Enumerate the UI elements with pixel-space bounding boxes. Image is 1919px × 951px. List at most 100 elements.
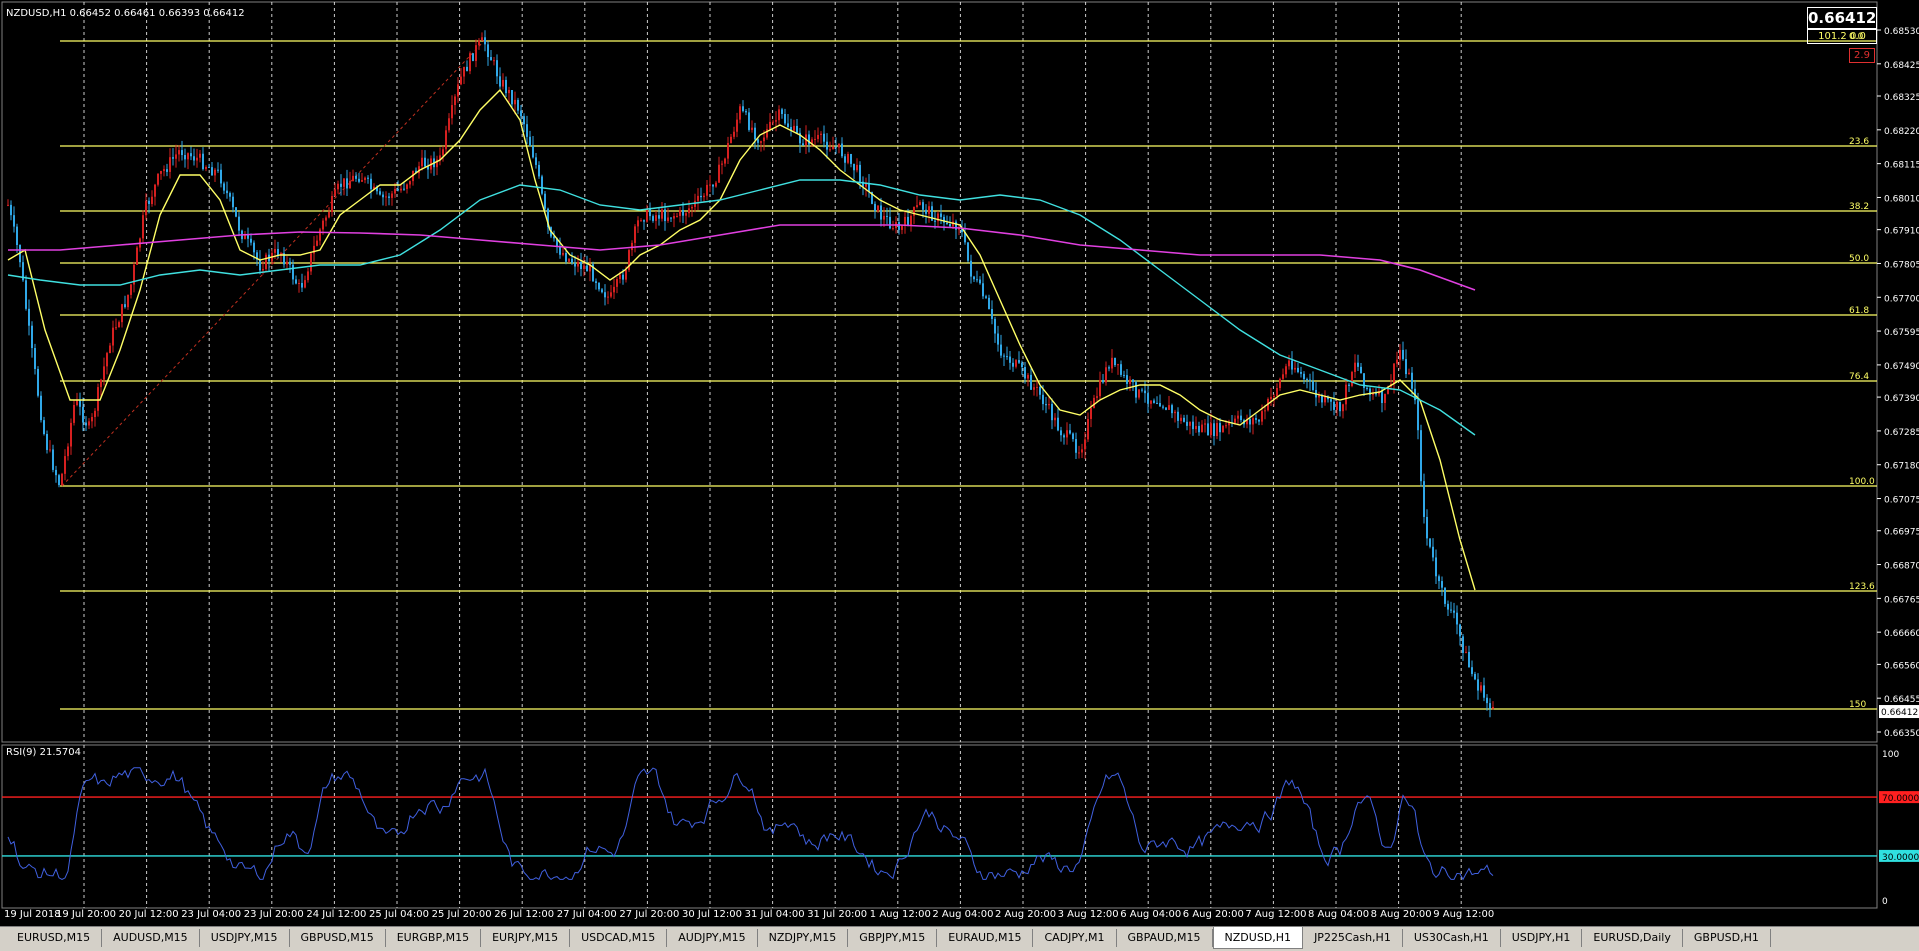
- candle-body: [526, 124, 528, 137]
- tab-usdcad-m15[interactable]: USDCAD,M15: [570, 929, 668, 947]
- candle-body: [736, 119, 738, 132]
- candle-body: [187, 153, 189, 160]
- tab-gbpusd-m15[interactable]: GBPUSD,M15: [290, 929, 386, 947]
- tab-gbpaud-m15[interactable]: GBPAUD,M15: [1117, 929, 1213, 947]
- candle-body: [598, 283, 600, 290]
- candle-body: [568, 258, 570, 262]
- candle-body: [1138, 389, 1140, 398]
- candle-body: [178, 150, 180, 155]
- candle-body: [1291, 360, 1293, 370]
- candle-body: [490, 57, 492, 61]
- candle-body: [112, 327, 114, 346]
- fib-level-label: 61.8: [1849, 306, 1869, 316]
- candle-body: [223, 183, 225, 191]
- candle-body: [967, 242, 969, 261]
- candle-body: [1210, 423, 1212, 436]
- candle-body: [247, 234, 249, 239]
- candle-body: [157, 173, 159, 185]
- candle-body: [547, 208, 549, 228]
- candle-body: [52, 449, 54, 470]
- candle-body: [76, 400, 78, 406]
- candle-body: [1183, 417, 1185, 422]
- candle-body: [163, 169, 165, 172]
- tab-us30cash-h1[interactable]: US30Cash,H1: [1403, 929, 1501, 947]
- tab-eurgbp-m15[interactable]: EURGBP,M15: [386, 929, 482, 947]
- tab-gbpusd-h1[interactable]: GBPUSD,H1: [1683, 929, 1771, 947]
- candle-body: [790, 127, 792, 131]
- candle-body: [457, 84, 459, 97]
- candle-body: [229, 193, 231, 197]
- candle-body: [82, 406, 84, 423]
- tab-cadjpy-m1[interactable]: CADJPY,M1: [1033, 929, 1117, 947]
- candle-body: [1099, 379, 1101, 397]
- candle-body: [1456, 612, 1458, 625]
- tab-euraud-m15[interactable]: EURAUD,M15: [937, 929, 1034, 947]
- candle-body: [1255, 418, 1257, 420]
- candle-body: [811, 139, 813, 145]
- candle-body: [1060, 430, 1062, 436]
- time-axis-label: 31 Jul 04:00: [745, 909, 805, 920]
- tab-eurusd-m15[interactable]: EURUSD,M15: [6, 929, 103, 947]
- candle-body: [118, 322, 120, 328]
- time-axis-label: 24 Jul 12:00: [306, 909, 366, 920]
- candle-body: [265, 254, 267, 269]
- candle-body: [1072, 433, 1074, 440]
- candle-body: [1114, 357, 1116, 366]
- candle-body: [1057, 417, 1059, 431]
- price-axis-label: 0.67700: [1884, 294, 1919, 304]
- candle-body: [1135, 382, 1137, 398]
- candle-body: [1345, 384, 1347, 405]
- price-axis-label: 0.67180: [1884, 462, 1919, 472]
- candle-body: [838, 143, 840, 148]
- time-axis-label: 3 Aug 12:00: [1058, 909, 1119, 920]
- candle-body: [730, 136, 732, 144]
- candle-body: [613, 286, 615, 293]
- tab-jp225cash-h1[interactable]: JP225Cash,H1: [1303, 929, 1403, 947]
- tab-usdjpy-h1[interactable]: USDJPY,H1: [1501, 929, 1583, 947]
- tab-gbpjpy-m15[interactable]: GBPJPY,M15: [848, 929, 938, 947]
- fib-level-label: 123.6: [1849, 582, 1875, 592]
- candle-body: [439, 155, 441, 160]
- candle-body: [1324, 396, 1326, 403]
- candle-body: [541, 176, 543, 194]
- tab-audjpy-m15[interactable]: AUDJPY,M15: [667, 929, 758, 947]
- candle-body: [1039, 386, 1041, 395]
- candle-body: [712, 184, 714, 187]
- candle-body: [1174, 411, 1176, 414]
- candle-body: [739, 106, 741, 120]
- candle-body: [1438, 576, 1440, 582]
- price-axis-label: 0.67285: [1884, 428, 1919, 438]
- tab-eurjpy-m15[interactable]: EURJPY,M15: [481, 929, 571, 947]
- tab-nzdjpy-m15[interactable]: NZDJPY,M15: [758, 929, 849, 947]
- candle-body: [847, 153, 849, 163]
- tab-usdjpy-m15[interactable]: USDJPY,M15: [200, 929, 290, 947]
- candle-body: [733, 131, 735, 137]
- tab-audusd-m15[interactable]: AUDUSD,M15: [102, 929, 200, 947]
- price-axis-label: 0.66975: [1884, 528, 1919, 538]
- candle-body: [889, 216, 891, 229]
- tab-eurusd-daily[interactable]: EURUSD,Daily: [1582, 929, 1683, 947]
- candle-body: [769, 121, 771, 130]
- candle-body: [964, 232, 966, 243]
- candle-body: [13, 215, 15, 227]
- candle-body: [1123, 374, 1125, 376]
- candle-body: [1207, 423, 1209, 436]
- candle-body: [475, 45, 477, 61]
- candle-body: [1054, 417, 1056, 421]
- candle-body: [1453, 610, 1455, 613]
- candle-body: [334, 189, 336, 197]
- candle-body: [1117, 364, 1119, 366]
- candle-body: [79, 400, 81, 407]
- candle-body: [22, 262, 24, 281]
- candle-body: [1021, 362, 1023, 368]
- candle-body: [292, 264, 294, 280]
- tab-nzdusd-h1[interactable]: NZDUSD,H1: [1212, 927, 1304, 949]
- candle-body: [361, 180, 363, 182]
- time-axis-label: 31 Jul 20:00: [807, 909, 867, 920]
- candle-body: [754, 127, 756, 140]
- candle-body: [766, 129, 768, 138]
- candle-body: [1462, 636, 1464, 653]
- candle-body: [625, 270, 627, 280]
- candle-body: [601, 289, 603, 293]
